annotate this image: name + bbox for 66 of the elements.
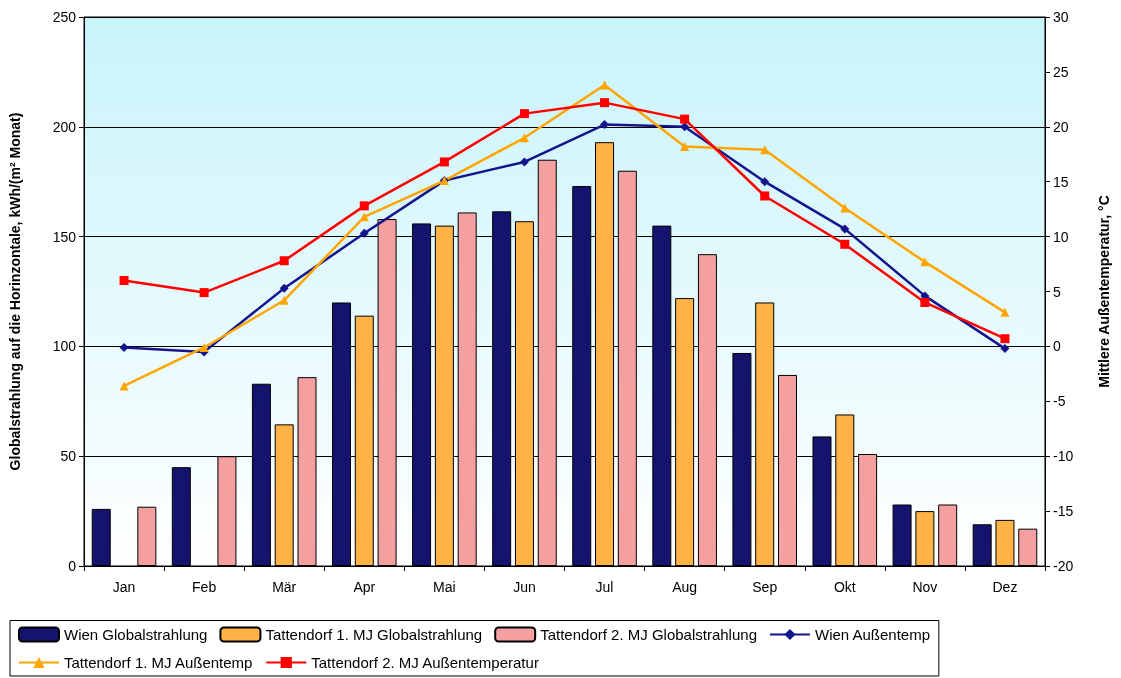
point [840,239,850,249]
y-axis-title: Globalstrahlung auf die Horinzontale, kWh/(m² Monat) [7,112,23,471]
point [600,120,610,130]
legend-label: Tattendorf 1. MJ Außentemp [64,654,253,671]
y2-tick-label: -15 [1053,503,1074,520]
y2-tick-label: 0 [1053,338,1061,355]
point [920,297,930,307]
y2-tick-label: -20 [1053,558,1074,574]
y2-tick-label: 20 [1053,118,1069,135]
y2-tick-label: 15 [1053,173,1069,190]
point [1000,334,1010,344]
legend-label: Tattendorf 1. MJ Globalstrahlung [265,626,483,643]
y-tick-label: 250 [52,9,77,25]
x-tick-label: Apr [353,579,376,595]
point [199,343,209,352]
y2-tick-label: 5 [1053,283,1061,300]
y2-tick-label: 30 [1053,9,1069,25]
x-tick-label: Dez [992,579,1018,595]
y2-axis-title: Mittlere Außentemperatur, °C [1096,195,1112,388]
y-tick-label: 100 [52,338,77,355]
x-tick-label: Okt [833,579,856,595]
y2-tick-label: -10 [1053,448,1074,465]
x-tick-label: Sep [752,579,778,595]
point [680,122,690,132]
point [840,224,850,234]
point [279,256,289,266]
legend-label: Wien Außentemp [814,626,931,643]
point [519,133,529,143]
legend-label: Tattendorf 2. MJ Globalstrahlung [540,626,757,643]
point [279,283,289,293]
point [600,98,610,108]
point [680,114,690,124]
point [119,381,129,391]
x-tick-label: Mär [272,579,297,595]
point [519,157,529,167]
x-tick-label: Nov [912,579,938,595]
x-tick-label: Feb [192,579,217,595]
x-tick-label: Jan [112,579,136,595]
y2-tick-label: 10 [1053,228,1069,245]
legend-label: Wien Globalstrahlung [64,626,208,643]
point [760,177,770,187]
x-tick-label: Jun [513,579,536,595]
point [680,142,690,152]
y-tick-label: 200 [52,118,77,135]
point [600,80,610,90]
point [1000,307,1010,317]
point [119,276,129,286]
x-tick-label: Aug [672,579,698,595]
y2-tick-label: -5 [1053,393,1066,410]
point [519,109,529,119]
x-tick-label: Mai [433,579,456,595]
y-tick-label: 0 [68,558,77,574]
legend-label: Tattendorf 2. MJ Außentemperatur [311,654,539,671]
point [279,295,289,305]
y-tick-label: 150 [52,228,77,245]
point [1000,344,1010,354]
point [359,201,369,211]
y2-tick-label: 25 [1053,63,1069,80]
point [199,288,209,298]
point [840,203,850,213]
point [760,191,770,201]
point [439,157,449,167]
x-tick-label: Jul [595,579,614,595]
point [359,228,369,238]
y-tick-label: 50 [60,448,77,465]
point [119,343,129,352]
